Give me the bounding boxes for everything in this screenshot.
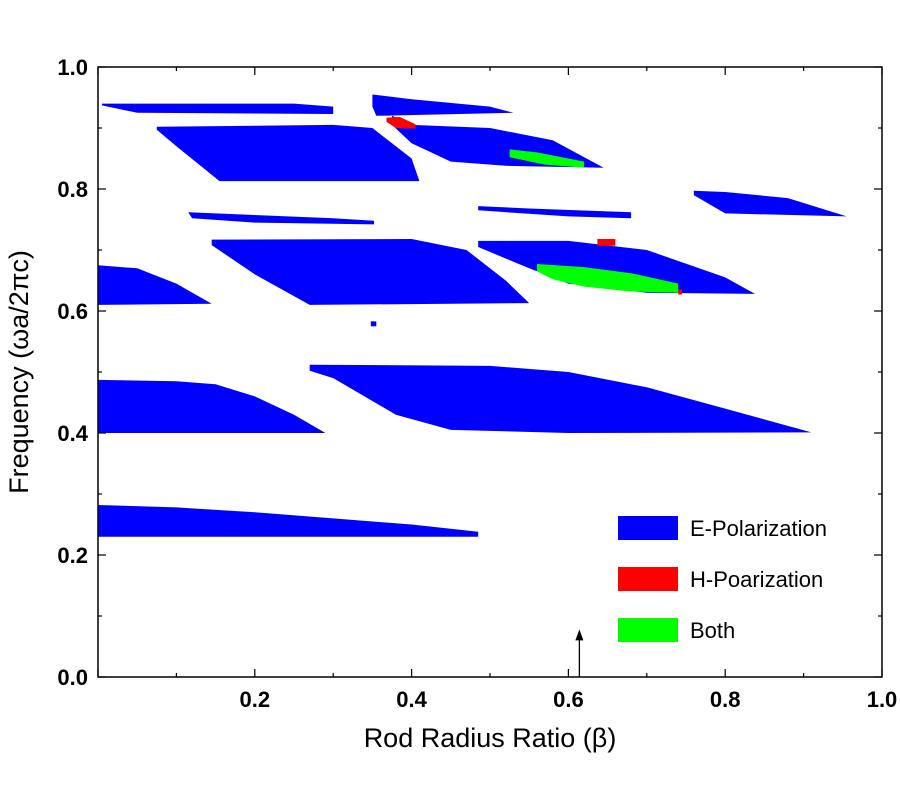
gap-region-e-polarization-10 [101, 103, 334, 114]
gap-region-e-polarization-0 [98, 505, 479, 537]
gap-region-e-polarization-1 [98, 379, 326, 433]
x-tick-label: 0.4 [396, 687, 427, 712]
gap-region-e-polarization-2 [309, 364, 812, 433]
gap-region-h-poarization-1 [597, 239, 616, 246]
annotation-arrow-head [575, 629, 584, 641]
axis-ticks [97, 66, 883, 678]
tick-labels: 0.2 0.4 0.6 0.8 1.0 0.0 0.2 0.4 0.6 0.8 1.0 [57, 55, 897, 712]
y-tick-label: 0.8 [57, 177, 88, 202]
gap-region-e-polarization-8 [478, 206, 632, 219]
legend-swatch-both [618, 618, 678, 642]
gap-region-e-polarization-13 [392, 115, 604, 168]
legend-label-both: Both [690, 618, 735, 643]
y-tick-label: 0.2 [57, 543, 88, 568]
y-tick-label: 0.4 [57, 421, 88, 446]
plot-regions [98, 94, 847, 537]
y-axis-title: Frequency (ωa/2πc) [4, 250, 34, 494]
annotation-layer [575, 629, 584, 677]
x-tick-label: 0.6 [553, 687, 584, 712]
legend: E-Polarization H-Poarization Both [618, 516, 827, 643]
gap-region-h-poarization-2 [678, 289, 683, 295]
gap-region-h-poarization-0 [386, 117, 416, 129]
x-axis-title: Rod Radius Ratio (β) [364, 723, 617, 753]
gap-region-e-polarization-7 [478, 240, 755, 294]
legend-label-e-polarization: E-Polarization [690, 516, 827, 541]
x-tick-label: 1.0 [867, 687, 898, 712]
gap-region-both-1 [537, 264, 679, 293]
legend-swatch-e-polarization [618, 516, 678, 540]
legend-swatch-h-poarization [618, 567, 678, 591]
gap-region-both-0 [509, 149, 585, 168]
gap-region-e-polarization-11 [156, 124, 420, 182]
gap-region-e-polarization-6 [188, 212, 374, 225]
y-tick-label: 0.0 [57, 665, 88, 690]
legend-label-h-poarization: H-Poarization [690, 567, 823, 592]
y-tick-label: 0.6 [57, 299, 88, 324]
gap-region-e-polarization-5 [211, 239, 530, 305]
y-tick-label: 1.0 [57, 55, 88, 80]
x-tick-label: 0.2 [240, 687, 271, 712]
gap-region-e-polarization-9 [693, 190, 847, 217]
x-tick-label: 0.8 [710, 687, 741, 712]
gap-region-e-polarization-3 [370, 321, 377, 327]
gap-region-e-polarization-4 [98, 265, 212, 305]
gap-region-e-polarization-12 [372, 94, 514, 116]
